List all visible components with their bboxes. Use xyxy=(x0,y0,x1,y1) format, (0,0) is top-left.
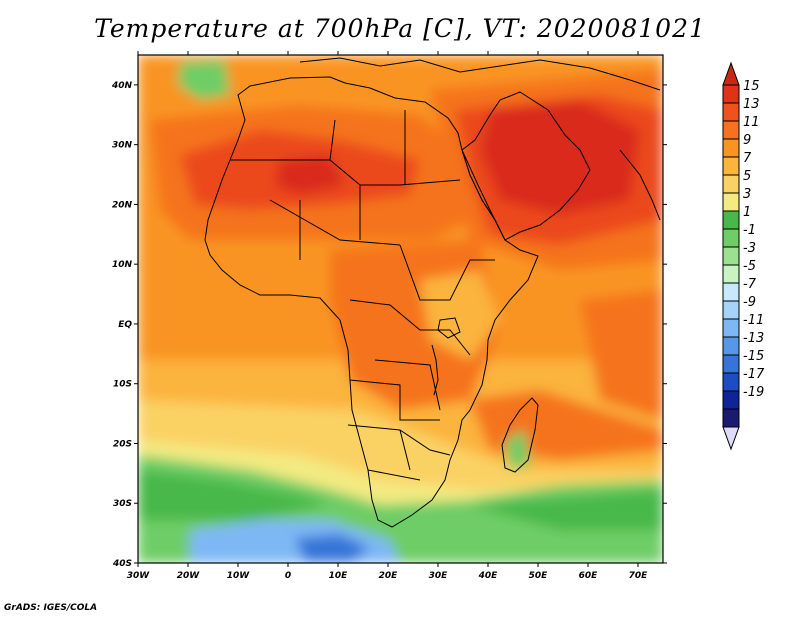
grads-credit: GrADS: IGES/COLA xyxy=(4,603,98,613)
colorbar-swatch xyxy=(722,120,740,140)
colorbar-swatch xyxy=(722,138,740,158)
colorbar-label: -9 xyxy=(743,295,756,310)
colorbar-swatch xyxy=(722,282,740,302)
colorbar-swatch xyxy=(722,408,740,428)
lat-tick-label: 40N xyxy=(111,81,133,91)
lat-tick-label: EQ xyxy=(118,320,132,330)
colorbar-label: -19 xyxy=(743,385,764,400)
lat-tick-label: 30N xyxy=(112,141,133,151)
colorbar-label: 13 xyxy=(743,97,760,112)
temperature-field xyxy=(138,55,663,563)
indian-ocean-orange xyxy=(580,290,663,420)
lat-tick-label: 10N xyxy=(112,260,133,270)
colorbar-swatch xyxy=(722,390,740,410)
lat-tick-label: 40S xyxy=(112,559,132,569)
map-frame xyxy=(137,54,664,564)
lon-tick-label: 20E xyxy=(379,571,399,581)
madagascar-coastline xyxy=(501,397,539,473)
lat-tick-label: 10S xyxy=(113,380,132,390)
sahara-borders xyxy=(230,110,495,301)
deep-blue-core xyxy=(295,534,370,562)
colorbar-swatch xyxy=(722,264,740,284)
colorbar-swatch xyxy=(722,228,740,248)
india-coastline xyxy=(619,149,661,221)
madagascar-green xyxy=(505,430,530,470)
chart-title: Temperature at 700hPa [C], VT: 202008102… xyxy=(94,14,706,43)
lon-tick-label: 30E xyxy=(429,571,449,581)
colorbar-label: 15 xyxy=(743,79,760,94)
colorbar-label: 9 xyxy=(743,133,751,148)
colorbar-swatch xyxy=(722,102,740,122)
colorbar-label: -17 xyxy=(743,367,765,382)
latitude-axis: 40N 30N 20N 10N EQ 10S 20S 30S 40S xyxy=(111,81,667,569)
colorbar-label: 1 xyxy=(743,205,751,220)
northwest-green xyxy=(178,60,230,100)
lon-tick-label: 10E xyxy=(329,571,349,581)
arabia-core xyxy=(480,100,640,215)
colorbar-swatch xyxy=(722,372,740,392)
colorbar-label: -5 xyxy=(743,259,756,274)
lake-victoria xyxy=(437,317,461,339)
longitude-axis: 30W 20W 10W 0 10E 20E 30E 40E 50E 60E 70E xyxy=(127,51,648,581)
colorbar-swatch xyxy=(722,84,740,104)
colorbar-top-arrow xyxy=(722,61,740,86)
colorbar-swatch xyxy=(722,210,740,230)
colorbar-swatch xyxy=(722,174,740,194)
colorbar-label: -1 xyxy=(743,223,756,238)
colorbar-label: 5 xyxy=(743,169,751,184)
colorbar-swatch xyxy=(722,300,740,320)
colorbar: 15 13 11 9 7 5 3 1 -1 -3 -5 -7 -9 -11 -13 -15 -17 -19 xyxy=(722,61,765,451)
colorbar-label: -11 xyxy=(743,313,764,328)
colorbar-swatch xyxy=(722,156,740,176)
colorbar-label: -13 xyxy=(743,331,764,346)
lon-tick-label: 60E xyxy=(579,571,599,581)
colorbar-swatch xyxy=(722,192,740,212)
lon-tick-label: 10W xyxy=(227,571,251,581)
lon-tick-label: 70E xyxy=(629,571,649,581)
colorbar-label: 3 xyxy=(743,187,751,202)
central-southern-borders xyxy=(347,299,471,481)
lon-tick-label: 40E xyxy=(478,571,499,581)
lon-tick-label: 30W xyxy=(127,571,151,581)
lat-tick-label: 20N xyxy=(112,200,133,210)
lat-tick-label: 30S xyxy=(113,499,132,509)
colorbar-label: 11 xyxy=(743,115,760,130)
red-sea-coast xyxy=(461,149,501,231)
colorbar-label: -15 xyxy=(743,349,764,364)
colorbar-label: -3 xyxy=(743,241,756,256)
lon-tick-label: 0 xyxy=(285,571,291,581)
colorbar-swatch xyxy=(722,336,740,356)
coastline-borders xyxy=(204,57,661,528)
mediterranean-coastline xyxy=(299,57,661,91)
colorbar-bottom-arrow xyxy=(722,426,740,451)
lon-tick-label: 50E xyxy=(529,571,549,581)
colorbar-label: 7 xyxy=(743,151,752,166)
colorbar-swatch xyxy=(722,318,740,338)
lat-tick-label: 20S xyxy=(113,439,132,449)
southeast-green xyxy=(470,490,663,530)
east-africa-amber xyxy=(420,270,500,360)
africa-coastline xyxy=(204,76,539,528)
lake-tanganyika xyxy=(431,344,439,396)
southwest-dark-green xyxy=(138,470,330,520)
sahara-core xyxy=(275,155,345,195)
colorbar-swatch xyxy=(722,354,740,374)
colorbar-swatch xyxy=(722,246,740,266)
lon-tick-label: 20W xyxy=(177,571,201,581)
colorbar-label: -7 xyxy=(743,277,757,292)
